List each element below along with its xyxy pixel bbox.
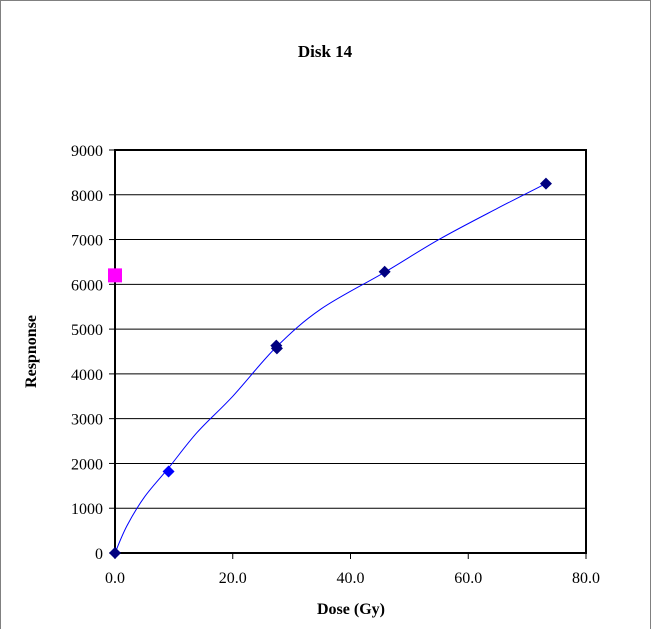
y-tick-label: 8000 (71, 188, 103, 205)
x-tick-label: 20.0 (219, 570, 247, 587)
y-tick-label: 2000 (71, 456, 103, 473)
x-tick-label: 60.0 (454, 570, 482, 587)
y-axis-label: Respnonse (23, 315, 40, 388)
y-tick-label: 3000 (71, 412, 103, 429)
data-markers (108, 177, 552, 559)
y-tick-label: 0 (95, 546, 103, 563)
x-axis: 0.0 20.0 40.0 60.0 80.0 (105, 553, 600, 587)
y-axis: 0 1000 2000 3000 4000 5000 6000 7000 8000 9000 (71, 143, 115, 563)
y-tick-label: 4000 (71, 367, 103, 384)
gridlines (115, 194, 586, 509)
x-tick-label: 40.0 (337, 570, 365, 587)
data-point-diamond (270, 342, 283, 355)
y-tick-label: 9000 (71, 143, 103, 160)
y-tick-label: 1000 (71, 501, 103, 518)
x-axis-label: Dose (Gy) (317, 601, 385, 618)
y-tick-label: 5000 (71, 322, 103, 339)
data-point-diamond (109, 547, 121, 559)
data-point-square (108, 268, 122, 283)
data-point-diamond (539, 177, 552, 190)
x-tick-label: 80.0 (572, 570, 600, 587)
data-point-diamond (378, 265, 391, 278)
plot-area (115, 150, 586, 553)
y-tick-label: 7000 (71, 233, 103, 250)
chart-title: Disk 14 (298, 42, 353, 61)
trendline (114, 183, 547, 554)
x-tick-label: 0.0 (105, 570, 125, 587)
y-tick-label: 6000 (71, 277, 103, 294)
data-point-diamond (162, 465, 175, 478)
